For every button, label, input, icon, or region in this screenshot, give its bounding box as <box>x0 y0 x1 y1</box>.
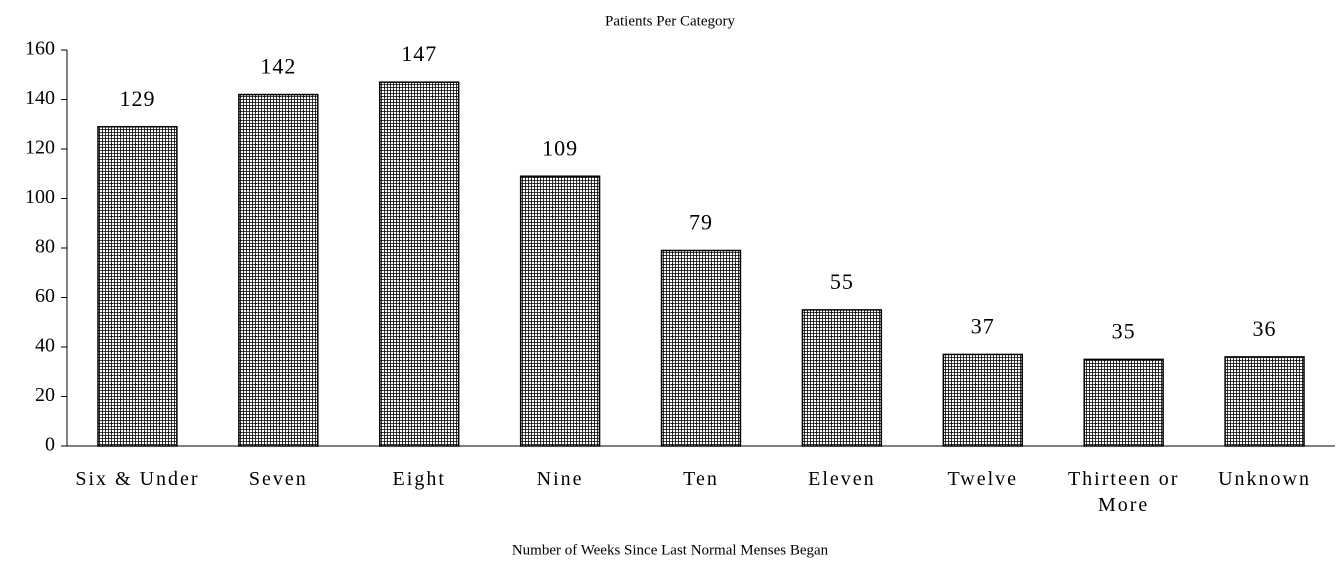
bar <box>238 93 319 447</box>
bar <box>97 125 178 447</box>
y-tick-label: 20 <box>35 384 55 406</box>
bar <box>379 81 460 447</box>
x-tick-label-box: Ten <box>683 468 719 490</box>
data-label: 36 <box>1253 316 1277 341</box>
data-label: 79 <box>689 210 713 235</box>
y-tick-label: 120 <box>25 137 55 159</box>
x-tick-label-box: Seven <box>248 468 308 490</box>
data-label: 142 <box>260 54 296 79</box>
x-tick-label: Thirteen or More <box>1067 468 1180 516</box>
x-tick-label: Nine <box>536 468 584 490</box>
data-label: 109 <box>542 135 578 160</box>
bar <box>660 249 742 447</box>
x-tick-label: Six & Under <box>75 468 200 490</box>
x-tick-label-box: Nine <box>536 468 584 490</box>
x-tick-label-box: Eleven <box>808 468 876 490</box>
bar <box>1083 358 1164 447</box>
y-tick-label: 40 <box>35 335 55 357</box>
bar <box>1224 356 1305 447</box>
x-tick-label-box: Eight <box>392 468 446 490</box>
bar <box>942 353 1023 447</box>
data-label: 147 <box>401 41 437 66</box>
data-label: 37 <box>971 313 995 338</box>
x-axis-label: Number of Weeks Since Last Normal Menses… <box>512 542 829 558</box>
data-label: 55 <box>830 269 854 294</box>
data-label: 129 <box>119 86 155 111</box>
y-tick-label: 140 <box>25 87 55 109</box>
bar <box>519 175 601 447</box>
y-tick-label: 80 <box>35 236 55 258</box>
x-tick-label-box: Six & Under <box>75 468 200 490</box>
x-tick-label: Seven <box>248 468 308 490</box>
x-tick-label: Twelve <box>947 468 1019 490</box>
x-tick-label-box: Thirteen or More <box>1067 468 1180 516</box>
x-tick-label: Unknown <box>1218 468 1311 490</box>
x-tick-label: Ten <box>683 468 719 490</box>
y-tick-label: 0 <box>45 434 55 456</box>
y-tick-label: 100 <box>25 186 55 208</box>
y-tick-label: 60 <box>35 285 55 307</box>
x-tick-label-box: Unknown <box>1218 468 1311 490</box>
data-label: 35 <box>1112 318 1136 343</box>
bar <box>801 309 883 447</box>
chart-title: Patients Per Category <box>605 13 735 29</box>
x-tick-label: Eleven <box>808 468 876 490</box>
x-tick-label: Eight <box>392 468 446 490</box>
x-tick-label-box: Twelve <box>947 468 1019 490</box>
y-tick-label: 160 <box>25 38 55 60</box>
